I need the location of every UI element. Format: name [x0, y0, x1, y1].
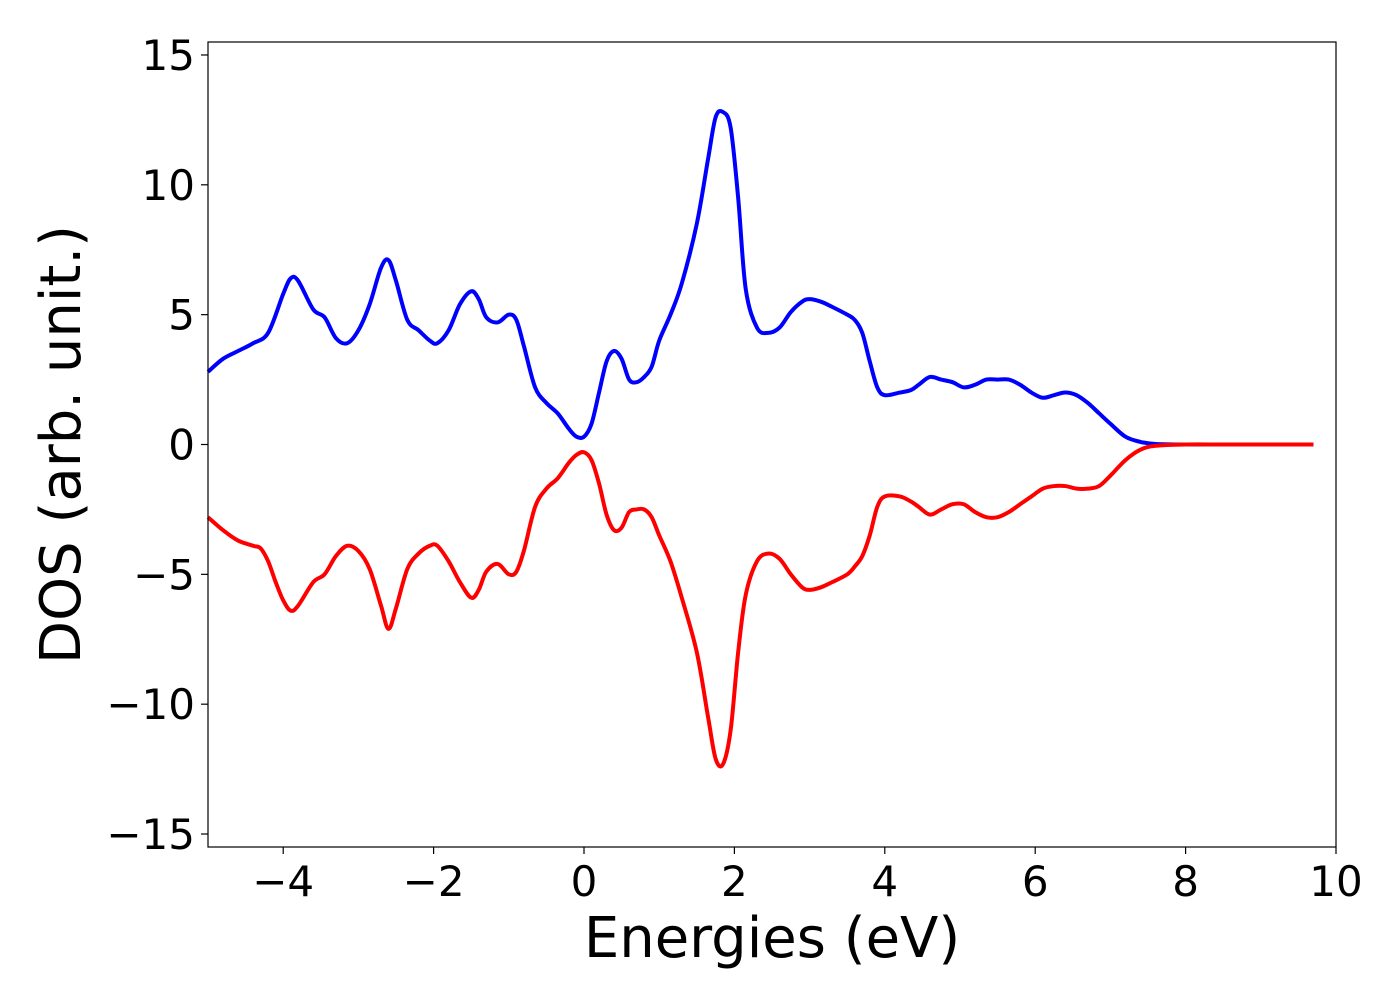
x-tick-label: 6 — [1022, 857, 1049, 906]
x-tick-label: −4 — [252, 857, 314, 906]
x-tick-label: 4 — [871, 857, 898, 906]
series-line-red — [206, 442, 1314, 769]
x-tick-label: 8 — [1172, 857, 1199, 906]
y-tick-label: −5 — [133, 550, 195, 599]
y-tick-label: 0 — [168, 421, 195, 470]
x-axis: −4 −2 0 2 4 6 8 10 — [252, 847, 1363, 906]
series-layer — [206, 108, 1314, 769]
x-tick-label: 2 — [721, 857, 748, 906]
y-tick-label: −15 — [106, 810, 195, 859]
y-axis: −15 −10 −5 0 5 10 15 — [106, 31, 208, 859]
series-line-blue — [206, 108, 1314, 447]
y-axis-title: DOS (arb. unit.) — [29, 225, 94, 664]
y-tick-label: 10 — [142, 161, 195, 210]
x-axis-title: Energies (eV) — [584, 906, 960, 971]
x-tick-label: 0 — [571, 857, 598, 906]
y-tick-label: −10 — [106, 680, 195, 729]
x-tick-label: 10 — [1309, 857, 1362, 906]
y-tick-label: 15 — [142, 31, 195, 80]
y-tick-label: 5 — [168, 291, 195, 340]
x-tick-label: −2 — [403, 857, 465, 906]
